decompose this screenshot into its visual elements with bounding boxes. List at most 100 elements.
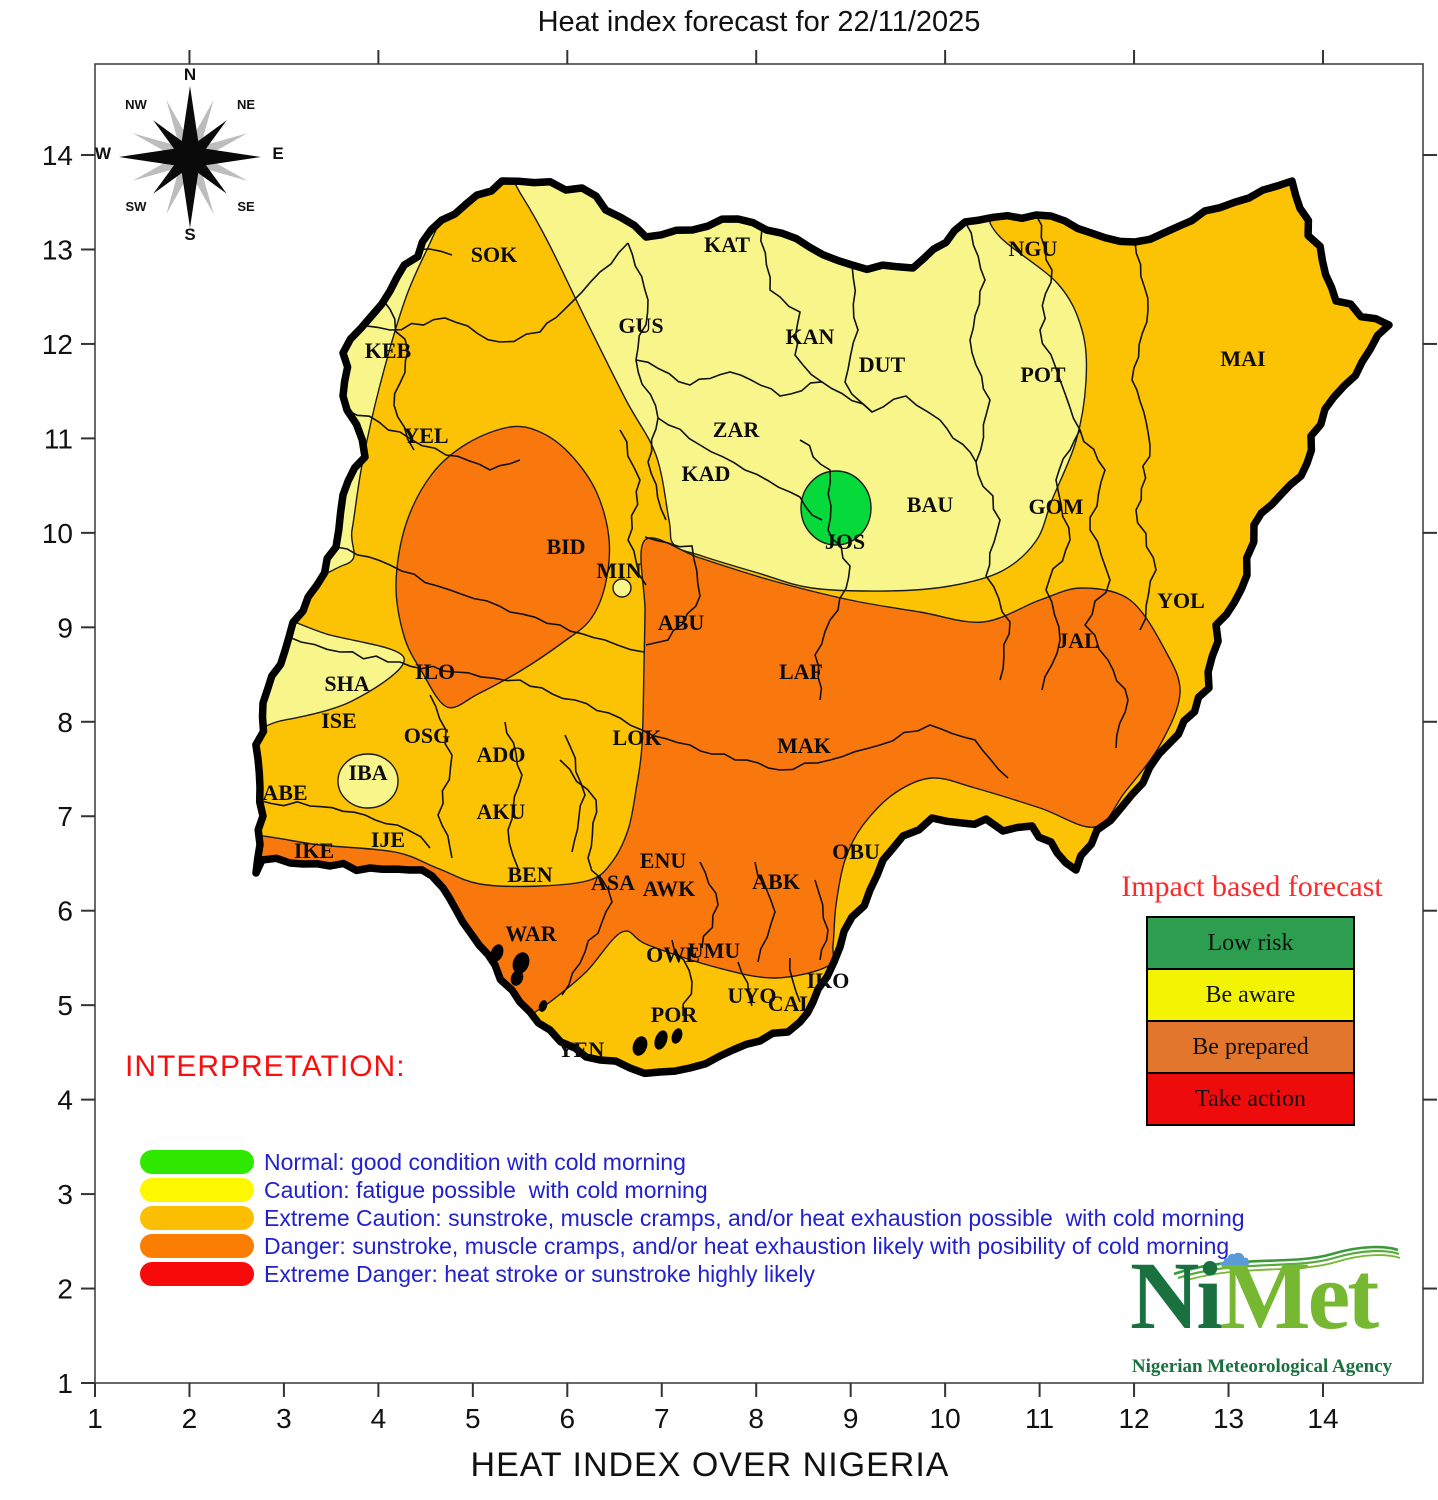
x-tick-label: 11 [1025,1403,1054,1434]
creek-island [512,952,530,974]
creek-island [654,1030,668,1050]
station-label-ilo: ILO [415,659,455,684]
station-label-yel: YEL [403,423,448,448]
state-boundary [759,227,823,383]
y-tick-label: 4 [57,1085,73,1116]
state-boundary [699,861,719,949]
y-tick-label: 6 [57,896,73,927]
station-label-gom: GOM [1029,494,1084,519]
state-boundary [1107,659,1129,749]
state-boundary [334,242,629,343]
x-tick-label: 12 [1118,1403,1149,1434]
x-tick-label: 1 [87,1403,103,1434]
station-label-iba: IBA [348,760,387,785]
station-label-kad: KAD [682,461,731,486]
station-labels: SOK KEB YEL GUS KAT KAN DUT NGU POT MAI ZAR KAD BAU G… [262,232,1265,1062]
logo-letter-n: N [1130,1242,1199,1349]
x-tick-label: 13 [1213,1403,1244,1434]
station-label-owe: OWE [646,942,700,967]
station-label-ise: ISE [321,708,356,733]
state-boundary [788,957,801,1003]
state-boundary [564,734,586,853]
state-boundary [429,694,453,859]
state-boundary [257,799,431,849]
state-boundary [619,429,647,586]
creek-island [490,944,504,962]
station-label-obu: OBU [832,839,880,864]
y-tick-label: 7 [57,801,73,832]
state-boundary [1035,214,1111,661]
station-label-abu: ABU [658,610,705,635]
station-label-zar: ZAR [713,417,761,442]
interpretation-row-4: Extreme Danger: heat stroke or sunstroke… [140,1260,1400,1288]
compass-rose: N NE E SE S SW W NW [95,65,284,244]
station-label-uyo: UYO [728,983,777,1008]
station-label-laf: LAF [779,659,823,684]
logo-subtitle: Nigerian Meteorological Agency [1131,1356,1393,1377]
interpretation-swatch-icon [140,1206,254,1230]
x-tick-label: 5 [465,1403,481,1434]
nigeria-outline [252,177,1393,1078]
x-tick-label: 2 [182,1403,198,1434]
interpretation-list: Normal: good condition with cold morning… [140,1148,1400,1288]
station-label-osg: OSG [404,723,450,748]
station-label-abk: ABK [752,869,800,894]
x-tick-label: 10 [930,1403,961,1434]
state-boundary [939,419,1011,681]
station-label-bau: BAU [907,492,954,517]
map-caption: HEAT INDEX OVER NIGERIA [470,1446,950,1484]
x-tick-label: 8 [748,1403,764,1434]
state-boundary [559,759,613,996]
impact-row-1: Be aware [1148,970,1353,1022]
state-boundary [964,221,991,463]
station-label-kan: KAN [786,324,835,349]
interpretation-swatch-icon [140,1234,254,1258]
station-label-gus: GUS [618,313,663,338]
station-label-umu: UMU [688,938,741,963]
state-boundary [635,359,941,421]
logo-letters-met: Met [1220,1242,1379,1349]
station-label-dut: DUT [859,352,906,377]
impact-legend-title: Impact based forecast [1121,870,1383,903]
compass-label-e: E [272,144,283,163]
state-boundary [504,721,523,869]
y-tick-label: 14 [42,140,73,171]
y-tick-label: 5 [57,990,73,1021]
state-boundary [814,879,829,961]
station-label-ike: IKE [294,838,334,863]
station-label-war: WAR [505,921,557,946]
creek-island [510,970,524,986]
station-label-kat: KAT [704,232,750,257]
station-label-ije: IJE [371,827,405,852]
zone-normal-jos [800,470,872,546]
station-label-yol: YOL [1157,588,1205,613]
station-label-min: MIN [596,558,641,583]
impact-row-2: Be prepared [1148,1022,1353,1074]
station-label-mai: MAI [1220,346,1265,371]
x-tick-label: 9 [843,1403,859,1434]
interpretation-row-2: Extreme Caution: sunstroke, muscle cramp… [140,1204,1400,1232]
station-label-awk: AWK [643,876,696,901]
y-tick-label: 11 [44,423,73,454]
compass-label-w: W [95,144,112,163]
compass-label-ne: NE [237,97,255,112]
zone-danger-bida [395,425,611,709]
interpretation-text: Extreme Danger: heat stroke or sunstroke… [264,1260,815,1287]
cloud-icon: ☁ [1217,1234,1251,1274]
impact-row-3: Take action [1148,1074,1353,1124]
nimet-logo: NiMet ☁ Nigerian Meteorological Agency [1122,1234,1402,1388]
station-label-mak: MAK [777,733,831,758]
compass-label-nw: NW [125,97,147,112]
station-label-bid: BID [546,534,585,559]
state-boundary [335,546,645,653]
state-boundary [754,861,776,963]
station-label-ado: ADO [477,742,526,767]
station-label-ben: BEN [507,862,552,887]
creek-island [671,1028,683,1044]
state-boundary [627,242,667,521]
state-boundary [382,299,415,451]
state-boundary [641,724,1009,779]
x-tick-label: 4 [371,1403,387,1434]
